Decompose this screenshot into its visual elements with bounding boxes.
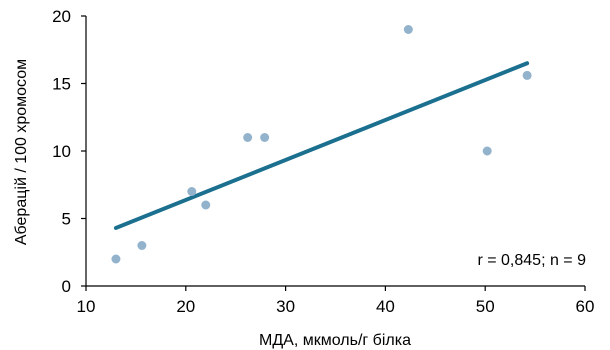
- y-tick-label: 0: [62, 277, 71, 296]
- chart-trendline-group: [113, 61, 530, 230]
- x-tick-label: 20: [176, 297, 195, 316]
- data-point: [260, 133, 270, 142]
- data-point: [137, 241, 147, 250]
- data-point: [187, 187, 197, 196]
- data-point: [522, 70, 532, 80]
- y-tick-label: 5: [62, 210, 71, 229]
- y-tick-label: 15: [52, 75, 71, 94]
- x-tick-label: 40: [376, 297, 395, 316]
- correlation-annotation: r = 0,845; n = 9: [477, 252, 586, 269]
- x-tick-label: 60: [576, 297, 595, 316]
- data-point: [482, 146, 492, 156]
- y-tick-label: 20: [52, 7, 71, 26]
- x-tick-label: 10: [77, 297, 96, 316]
- y-axis-title: Аберацій / 100 хромосом: [13, 59, 30, 245]
- data-point: [111, 254, 121, 264]
- data-point: [243, 133, 253, 142]
- x-axis-title: МДА, мкмоль/г білка: [259, 332, 411, 349]
- chart-tick-labels: 10 20 30 40 50 60 0 5 10 15 20: [52, 7, 594, 316]
- chart-points: [111, 25, 532, 264]
- trendline: [113, 61, 530, 230]
- x-tick-label: 30: [276, 297, 295, 316]
- chart-axes: [85, 16, 585, 287]
- y-tick-label: 10: [52, 142, 71, 161]
- data-point: [201, 200, 211, 210]
- data-point: [403, 25, 413, 34]
- x-tick-label: 50: [476, 297, 495, 316]
